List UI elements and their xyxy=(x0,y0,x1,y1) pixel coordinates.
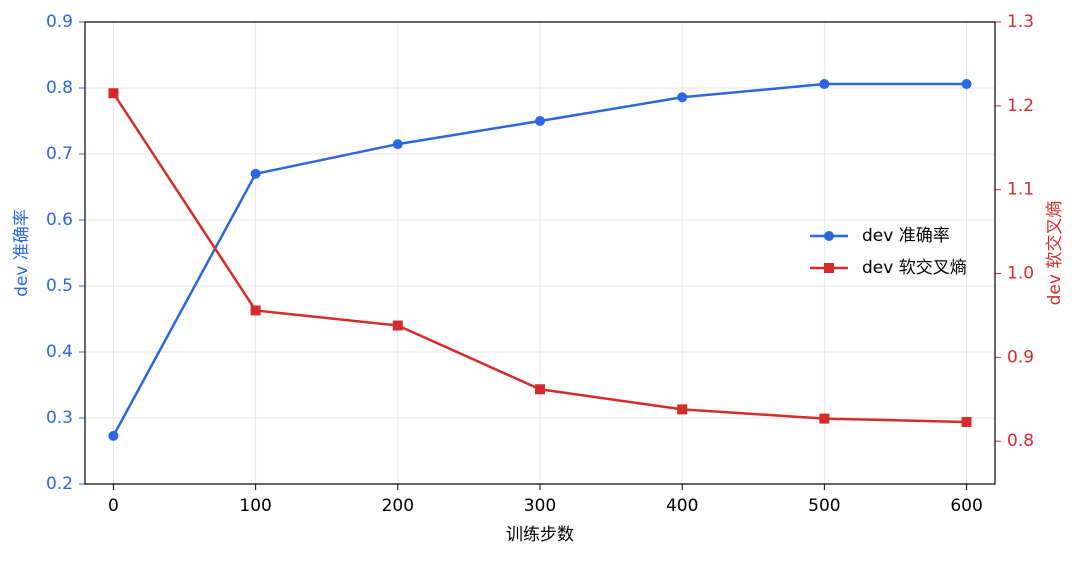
y2-tick-label: 1.3 xyxy=(1007,12,1034,32)
marker xyxy=(824,231,834,241)
y2-axis-label: dev 软交叉熵 xyxy=(1045,201,1065,306)
y-axis-label: dev 准确率 xyxy=(12,209,32,297)
y-tick-label: 0.4 xyxy=(46,342,73,362)
marker xyxy=(108,430,119,441)
plot-frame xyxy=(84,21,996,485)
y2-tick-label: 1.1 xyxy=(1007,180,1034,200)
marker xyxy=(250,305,261,316)
marker xyxy=(824,263,834,273)
x-tick-label: 500 xyxy=(808,496,840,516)
marker xyxy=(108,88,119,99)
y-tick-label: 0.9 xyxy=(46,12,73,32)
y-tick-label: 0.8 xyxy=(46,78,73,98)
marker xyxy=(677,404,688,415)
y2-tick-label: 1.0 xyxy=(1007,264,1034,284)
y-tick-label: 0.6 xyxy=(46,210,73,230)
x-tick-label: 400 xyxy=(666,496,698,516)
y2-tick-label: 0.9 xyxy=(1007,347,1034,367)
marker xyxy=(535,116,545,126)
marker xyxy=(961,79,972,90)
x-axis-label: 训练步数 xyxy=(506,525,574,545)
y2-tick-label: 0.8 xyxy=(1007,431,1034,451)
legend-label: dev 准确率 xyxy=(862,226,950,246)
x-tick-label: 0 xyxy=(108,496,119,516)
y-tick-label: 0.5 xyxy=(46,276,73,296)
legend-label: dev 软交叉熵 xyxy=(862,258,967,278)
x-tick-label: 600 xyxy=(950,496,982,516)
marker xyxy=(819,413,830,424)
marker xyxy=(677,92,688,103)
marker xyxy=(392,139,403,150)
y2-tick-label: 1.2 xyxy=(1007,96,1034,116)
marker xyxy=(961,416,972,427)
x-tick-label: 200 xyxy=(382,496,414,516)
marker xyxy=(250,168,261,179)
y-tick-label: 0.2 xyxy=(46,474,73,494)
marker xyxy=(535,384,545,395)
marker xyxy=(392,320,403,331)
marker xyxy=(819,79,830,90)
x-tick-label: 300 xyxy=(524,496,556,516)
x-tick-label: 100 xyxy=(239,496,271,516)
y-tick-label: 0.7 xyxy=(46,144,73,164)
y-tick-label: 0.3 xyxy=(46,408,73,428)
